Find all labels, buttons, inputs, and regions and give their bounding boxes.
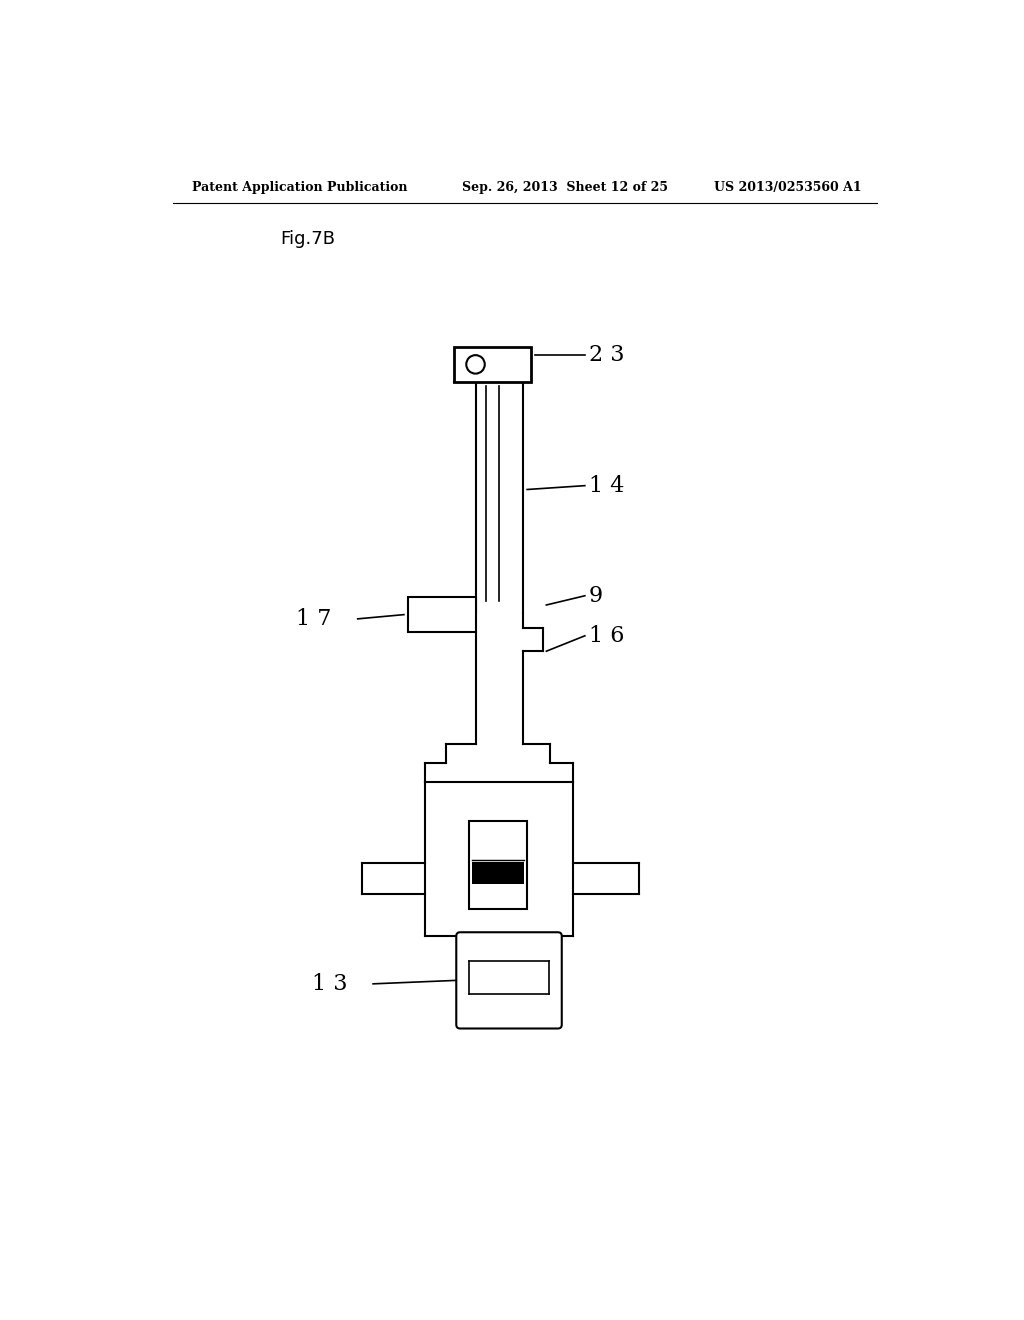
Bar	[408, 597, 475, 632]
Text: 9: 9	[589, 585, 603, 607]
Bar	[472, 862, 524, 884]
Bar	[454, 347, 531, 381]
Text: Patent Application Publication: Patent Application Publication	[193, 181, 408, 194]
Text: 2 3: 2 3	[589, 343, 625, 366]
Bar	[469, 821, 527, 909]
Text: 1 6: 1 6	[589, 624, 624, 647]
Text: 1 4: 1 4	[589, 475, 624, 496]
Circle shape	[466, 355, 484, 374]
Text: 1 7: 1 7	[296, 609, 332, 630]
Text: 1 3: 1 3	[311, 973, 347, 995]
Text: US 2013/0253560 A1: US 2013/0253560 A1	[715, 181, 862, 194]
FancyBboxPatch shape	[457, 932, 562, 1028]
Text: Fig.7B: Fig.7B	[281, 230, 336, 248]
Text: Sep. 26, 2013  Sheet 12 of 25: Sep. 26, 2013 Sheet 12 of 25	[462, 181, 668, 194]
